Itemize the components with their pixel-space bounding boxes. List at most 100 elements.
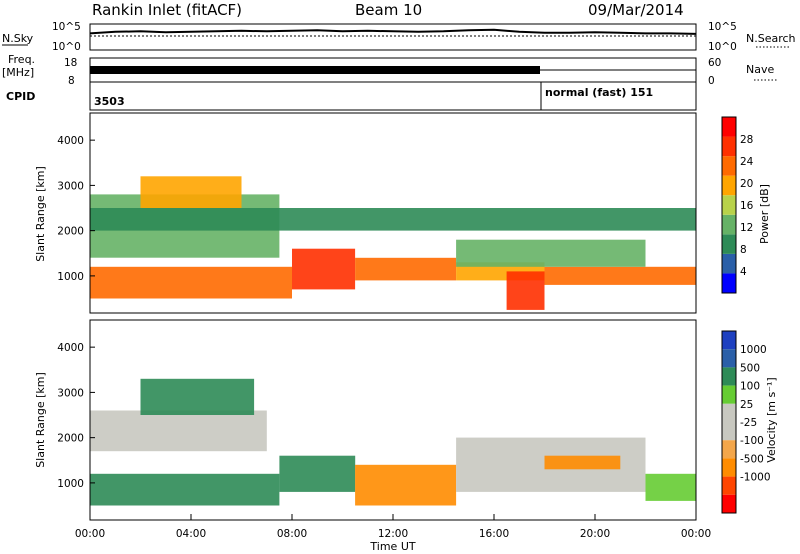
velocity-colorbar-cell-2 bbox=[722, 367, 736, 386]
velocity-colorbar-tick-4: -25 bbox=[740, 417, 757, 429]
data-region-2 bbox=[355, 464, 457, 506]
sky-noise-frame bbox=[89, 23, 697, 51]
x-tick-label-0: 00:00 bbox=[75, 528, 105, 540]
power-panel: 1000 2000 3000 4000 Slant Range [km] 4 8 12 16… bbox=[34, 112, 771, 314]
power-colorbar: 4 8 12 16 20 24 28 bbox=[721, 116, 754, 294]
beam-label: Beam 10 bbox=[355, 1, 422, 19]
data-region-1 bbox=[279, 455, 356, 492]
freq-tick-high: 18 bbox=[64, 57, 77, 69]
y-tick-label-2: 3000 bbox=[57, 180, 84, 192]
y-tick-label-0: 1000 bbox=[57, 271, 84, 283]
x-tick-label-3: 12:00 bbox=[378, 528, 408, 540]
y-tick-label-2: 3000 bbox=[57, 387, 84, 399]
sky-noise-panel: N.Sky 10^5 10^0 10^5 10^0 N.Search bbox=[2, 21, 796, 53]
x-tick-label-4: 16:00 bbox=[479, 528, 509, 540]
velocity-colorbar-cell-3 bbox=[722, 385, 736, 404]
power-y-ticks: 1000 2000 3000 4000 bbox=[57, 135, 95, 283]
cpid-panel: CPID 3503 normal (fast) 151 bbox=[6, 81, 697, 111]
x-tick-label-2: 08:00 bbox=[277, 528, 307, 540]
time-axis-label: Time UT bbox=[369, 540, 415, 553]
date-label: 09/Mar/2014 bbox=[588, 1, 684, 19]
data-region-2 bbox=[355, 257, 457, 281]
cpid-segment-2: normal (fast) 151 bbox=[545, 86, 653, 99]
nave-tick-high: 60 bbox=[708, 57, 721, 69]
data-region-5 bbox=[90, 410, 267, 452]
power-colorbar-cell-0 bbox=[722, 273, 736, 293]
data-region-9 bbox=[140, 176, 242, 208]
power-colorbar-cell-1 bbox=[722, 253, 736, 274]
x-tick-label-1: 04:00 bbox=[176, 528, 206, 540]
power-colorbar-tick-6: 28 bbox=[740, 134, 753, 146]
velocity-data bbox=[90, 378, 696, 506]
search-label: N.Search bbox=[746, 32, 796, 45]
velocity-colorbar: 1000 500 100 25 -25 -100 -500 -1000 bbox=[721, 330, 771, 514]
data-region-4 bbox=[544, 455, 621, 470]
x-tick-label-6: 00:00 bbox=[681, 528, 711, 540]
velocity-panel: 1000 2000 3000 4000 Slant Range [km] 1000 50… bbox=[34, 319, 778, 521]
power-colorbar-tick-5: 24 bbox=[740, 156, 754, 168]
velocity-colorbar-tick-1: 500 bbox=[740, 362, 760, 374]
velocity-y-axis-label: Slant Range [km] bbox=[34, 372, 47, 468]
velocity-colorbar-tick-3: 25 bbox=[740, 399, 753, 411]
cpid-frame bbox=[89, 81, 697, 111]
time-axis-ticks: 00:00 04:00 08:00 12:00 16:00 20:00 00:00 bbox=[75, 514, 711, 540]
y-tick-label-0: 1000 bbox=[57, 478, 84, 490]
sky-tick-high: 10^5 bbox=[52, 21, 81, 33]
velocity-y-ticks: 1000 2000 3000 4000 bbox=[57, 342, 95, 490]
power-colorbar-cell-7 bbox=[722, 136, 736, 157]
velocity-colorbar-tick-2: 100 bbox=[740, 381, 760, 393]
power-colorbar-label: Power [dB] bbox=[758, 184, 771, 244]
velocity-colorbar-tick-6: -500 bbox=[740, 453, 764, 465]
cpid-segment-1: 3503 bbox=[94, 95, 125, 108]
velocity-colorbar-tick-5: -100 bbox=[740, 435, 764, 447]
velocity-colorbar-frame bbox=[721, 330, 737, 514]
velocity-colorbar-tick-0: 1000 bbox=[740, 344, 767, 356]
velocity-colorbar-cell-5 bbox=[722, 422, 736, 441]
y-tick-label-1: 2000 bbox=[57, 226, 84, 238]
data-region-8 bbox=[90, 208, 696, 231]
data-region-1 bbox=[292, 248, 356, 290]
power-colorbar-cell-4 bbox=[722, 195, 736, 215]
power-colorbar-tick-0: 4 bbox=[740, 266, 747, 278]
sky-tick-low: 10^0 bbox=[52, 41, 81, 53]
search-tick-high: 10^5 bbox=[708, 21, 737, 33]
search-tick-low: 10^0 bbox=[708, 41, 737, 53]
power-colorbar-cell-5 bbox=[722, 175, 736, 196]
cpid-label: CPID bbox=[6, 90, 35, 103]
data-region-0 bbox=[90, 473, 280, 506]
data-region-4 bbox=[506, 271, 545, 310]
power-frame bbox=[89, 112, 697, 314]
velocity-colorbar-cell-7 bbox=[722, 458, 736, 477]
velocity-colorbar-label: Velocity [m s⁻¹] bbox=[765, 377, 778, 462]
y-tick-label-1: 2000 bbox=[57, 433, 84, 445]
frequency-panel: Freq. [MHz] 18 8 60 0 Nave bbox=[2, 53, 778, 87]
power-y-axis-label: Slant Range [km] bbox=[34, 166, 47, 262]
velocity-colorbar-cell-8 bbox=[722, 476, 736, 495]
power-colorbar-tick-2: 12 bbox=[740, 222, 753, 234]
data-region-7 bbox=[645, 473, 696, 501]
station-title: Rankin Inlet (fitACF) bbox=[92, 1, 242, 19]
data-region-6 bbox=[456, 239, 646, 267]
y-tick-label-3: 4000 bbox=[57, 342, 84, 354]
power-colorbar-cell-2 bbox=[722, 234, 736, 254]
data-region-6 bbox=[140, 378, 255, 415]
x-tick-label-5: 20:00 bbox=[580, 528, 610, 540]
frequency-band bbox=[90, 66, 540, 74]
freq-label: Freq. bbox=[8, 53, 35, 66]
velocity-colorbar-cell-9 bbox=[722, 494, 736, 513]
power-colorbar-cell-3 bbox=[722, 214, 736, 235]
data-region-5 bbox=[544, 266, 696, 285]
nave-label: Nave bbox=[746, 63, 774, 76]
velocity-colorbar-cell-0 bbox=[722, 331, 736, 350]
sky-label: N.Sky bbox=[2, 32, 34, 45]
power-colorbar-tick-4: 20 bbox=[740, 178, 753, 190]
power-colorbar-cell-8 bbox=[722, 117, 736, 137]
power-colorbar-cell-6 bbox=[722, 156, 736, 176]
sky-noise-line bbox=[89, 28, 697, 35]
freq-unit-label: [MHz] bbox=[2, 66, 34, 79]
power-data bbox=[90, 176, 696, 310]
nave-tick-low: 0 bbox=[708, 75, 715, 87]
power-colorbar-tick-1: 8 bbox=[740, 244, 747, 256]
y-tick-label-3: 4000 bbox=[57, 135, 84, 147]
